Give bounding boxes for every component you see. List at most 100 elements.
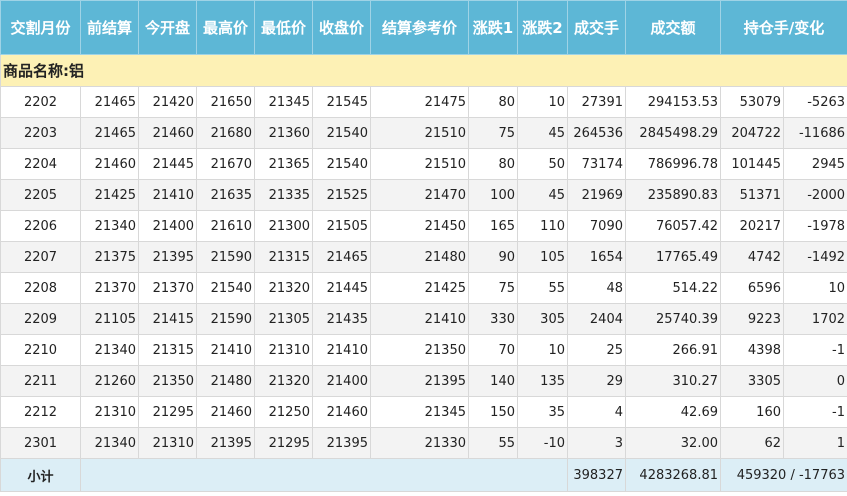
cell: 1 [782, 427, 847, 459]
cell: 105 [517, 241, 568, 273]
cell: 21400 [312, 365, 371, 397]
cell: 21540 [196, 272, 255, 304]
column-header: 交割月份 [0, 0, 81, 55]
cell: 27391 [567, 86, 626, 118]
cell: 21340 [80, 427, 139, 459]
cell: 21370 [138, 272, 197, 304]
cell: 2212 [0, 396, 81, 428]
cell: 21465 [80, 86, 139, 118]
cell: 62 [720, 427, 784, 459]
cell: 21320 [254, 365, 313, 397]
cell: -5263 [782, 86, 847, 118]
cell: 7090 [567, 210, 626, 242]
cell: 2207 [0, 241, 81, 273]
cell: 21460 [312, 396, 371, 428]
cell: 25740.39 [625, 303, 721, 335]
cell: 21315 [254, 241, 313, 273]
cell: 21465 [80, 117, 139, 149]
cell: 21310 [80, 396, 139, 428]
data-row: 2202 21465 21420 21650 21345 21545 21475 80 10 27… [0, 86, 847, 118]
cell: 70 [468, 334, 518, 366]
cell: 21410 [138, 179, 197, 211]
cell: 21400 [138, 210, 197, 242]
cell: 2202 [0, 86, 81, 118]
cell: 21395 [196, 427, 255, 459]
cell: 21480 [370, 241, 469, 273]
data-row: 2207 21375 21395 21590 21315 21465 21480 90 105 1… [0, 241, 847, 273]
cell: 21320 [254, 272, 313, 304]
cell: 1654 [567, 241, 626, 273]
cell: -2000 [782, 179, 847, 211]
cell: 21680 [196, 117, 255, 149]
cell: 2209 [0, 303, 81, 335]
cell: 4 [567, 396, 626, 428]
section-title: 商品名称:铝 [0, 54, 847, 87]
cell: 21350 [138, 365, 197, 397]
cell: 330 [468, 303, 518, 335]
cell: 160 [720, 396, 784, 428]
cell: 21465 [312, 241, 371, 273]
cell: 21370 [80, 272, 139, 304]
cell: 2210 [0, 334, 81, 366]
cell: 21300 [254, 210, 313, 242]
column-header: 最高价 [196, 0, 255, 55]
cell: 2205 [0, 179, 81, 211]
cell: -10 [517, 427, 568, 459]
cell: 42.69 [625, 396, 721, 428]
cell: 48 [567, 272, 626, 304]
cell: 0 [782, 365, 847, 397]
cell: 21340 [80, 334, 139, 366]
cell: 21410 [196, 334, 255, 366]
cell: 75 [468, 117, 518, 149]
cell: 21345 [254, 86, 313, 118]
cell: 21510 [370, 148, 469, 180]
cell: 110 [517, 210, 568, 242]
cell: 45 [517, 179, 568, 211]
cell: 21460 [138, 117, 197, 149]
cell: 21470 [370, 179, 469, 211]
cell: 75 [468, 272, 518, 304]
data-row: 2205 21425 21410 21635 21335 21525 21470 100 45 2… [0, 179, 847, 211]
cell: 21330 [370, 427, 469, 459]
cell: 21545 [312, 86, 371, 118]
cell: 21480 [196, 365, 255, 397]
cell: -1978 [782, 210, 847, 242]
cell: 2203 [0, 117, 81, 149]
cell: 21650 [196, 86, 255, 118]
column-header: 成交手 [567, 0, 626, 55]
data-row: 2204 21460 21445 21670 21365 21540 21510 80 50 73… [0, 148, 847, 180]
summary-row: 小计 398327 4283268.81 459320 / -17763 [0, 458, 847, 492]
cell: 21670 [196, 148, 255, 180]
cell: 21315 [138, 334, 197, 366]
cell: 21375 [80, 241, 139, 273]
column-header: 最低价 [254, 0, 313, 55]
cell [80, 458, 568, 492]
column-header: 涨跌2 [517, 0, 568, 55]
cell: 2208 [0, 272, 81, 304]
cell: 21415 [138, 303, 197, 335]
cell: 21350 [370, 334, 469, 366]
cell: 21425 [80, 179, 139, 211]
cell: 21445 [138, 148, 197, 180]
cell: 100 [468, 179, 518, 211]
cell: 21395 [312, 427, 371, 459]
cell: 20217 [720, 210, 784, 242]
cell: 73174 [567, 148, 626, 180]
cell: 80 [468, 148, 518, 180]
cell: 21395 [370, 365, 469, 397]
cell: -11686 [782, 117, 847, 149]
cell: 305 [517, 303, 568, 335]
data-row: 2209 21105 21415 21590 21305 21435 21410 330 305… [0, 303, 847, 335]
cell: 2206 [0, 210, 81, 242]
cell: 21540 [312, 148, 371, 180]
cell: 21510 [370, 117, 469, 149]
cell: 2404 [567, 303, 626, 335]
cell: 21460 [80, 148, 139, 180]
cell: 264536 [567, 117, 626, 149]
cell: 294153.53 [625, 86, 721, 118]
cell: 55 [468, 427, 518, 459]
cell: 25 [567, 334, 626, 366]
cell: -1492 [782, 241, 847, 273]
